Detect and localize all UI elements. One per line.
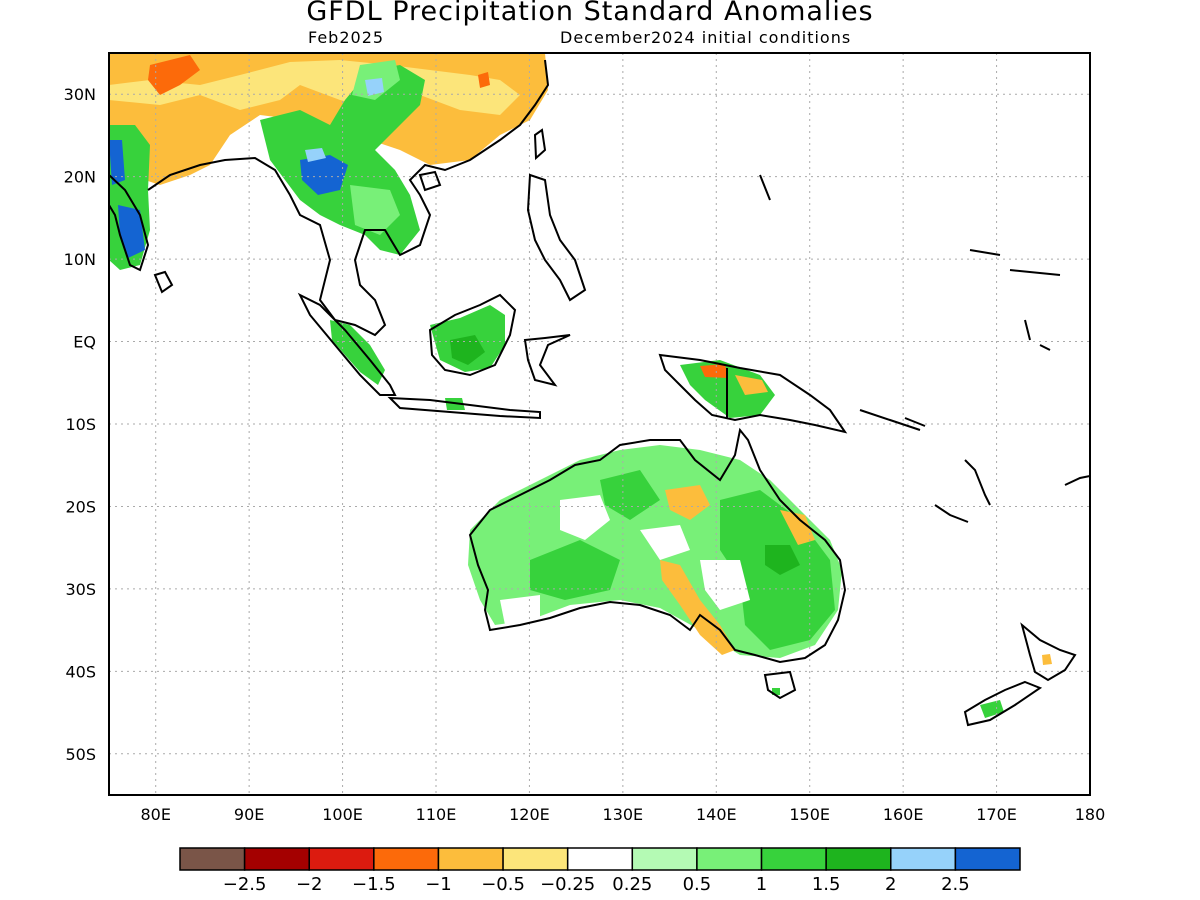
colorbar-swatch: [890, 847, 957, 871]
colorbar-swatch: [502, 847, 569, 871]
lat-label: 30S: [65, 580, 96, 599]
colorbar-label: 1: [756, 874, 767, 895]
lon-label: 90E: [234, 805, 264, 824]
colorbar-swatch: [825, 847, 892, 871]
coast-srilanka: [153, 270, 174, 294]
lat-label: 10N: [64, 250, 96, 269]
coast-java: [387, 396, 541, 420]
colorbar-swatch: [631, 847, 698, 871]
coast-micronesia: [759, 174, 1061, 351]
coast-solomon: [859, 409, 926, 431]
region-australia-dark: [765, 545, 800, 575]
colorbar-swatch: [696, 847, 763, 871]
colorbar-swatch: [373, 847, 440, 871]
colorbar-swatch: [760, 847, 827, 871]
colorbar-label: 2.5: [941, 874, 970, 895]
colorbar-label: 0.25: [612, 874, 652, 895]
colorbar-swatch: [954, 847, 1021, 871]
anomaly-field: [109, 53, 1052, 718]
valid-month: Feb2025: [308, 28, 385, 47]
colorbar-label: −0.5: [481, 874, 525, 895]
region-borneo-dark: [450, 335, 485, 365]
colorbar: −2.5 −2 −1.5 −1 −0.5 −0.25 0.25 0.5 1 1.5 2 2.5: [179, 847, 1021, 895]
region-sumatra-green: [330, 320, 385, 385]
region-seasia-light: [350, 60, 400, 235]
coast-sulawesi: [523, 334, 571, 387]
lon-label: 140E: [696, 805, 737, 824]
region-nz-green: [980, 700, 1004, 718]
coast-sumatra: [297, 292, 397, 396]
region-himalaya-orange: [148, 55, 200, 95]
latitude-labels: 30N 20N 10N EQ 10S 20S 30S 40S 50S: [64, 85, 96, 764]
lon-label: 170E: [976, 805, 1017, 824]
lat-label: 50S: [65, 745, 96, 764]
lat-label: 20N: [64, 168, 96, 187]
colorbar-label: −2: [296, 874, 323, 895]
coast-nz-south: [963, 680, 1043, 727]
lon-label: 120E: [509, 805, 550, 824]
lon-label: 80E: [140, 805, 170, 824]
init-conditions: December2024 initial conditions: [560, 28, 852, 47]
coastlines: [109, 59, 1090, 727]
coast-borneo: [428, 293, 517, 377]
region-india-blue: [109, 140, 145, 258]
lon-label: 180: [1075, 805, 1106, 824]
coast-nz-north: [1020, 622, 1077, 682]
region-png-yellow: [735, 375, 768, 395]
grid-lines: [109, 53, 1090, 795]
coast-bay-bengal: [147, 59, 550, 337]
lon-label: 150E: [789, 805, 830, 824]
lat-label: EQ: [73, 333, 96, 352]
coast-india: [109, 174, 150, 272]
coast-philippines: [526, 173, 587, 302]
coast-australia: [468, 427, 847, 664]
colorbar-swatch: [179, 847, 246, 871]
colorbar-swatch: [308, 847, 375, 871]
region-australia-white: [500, 495, 750, 625]
region-png-orange: [700, 364, 728, 378]
region-nz-orange: [1042, 654, 1052, 665]
colorbar-label: −0.25: [540, 874, 595, 895]
coast-hainan: [418, 170, 442, 192]
colorbar-label: 2: [885, 874, 896, 895]
longitude-labels: 80E 90E 100E 110E 120E 130E 140E 150E 160E 170E 18…: [140, 805, 1105, 824]
colorbar-label: −1.5: [352, 874, 396, 895]
region-china-orange: [478, 72, 490, 88]
region-australia-dry: [660, 485, 815, 655]
coast-vanuatu: [964, 459, 991, 506]
colorbar-label: 0.5: [683, 874, 712, 895]
plot-frame: [108, 52, 1091, 796]
lon-label: 100E: [322, 805, 363, 824]
region-myanmar-blue: [300, 155, 348, 195]
coast-newcaledonia: [934, 504, 969, 523]
lon-label: 160E: [883, 805, 924, 824]
colorbar-swatch: [243, 847, 310, 871]
colorbar-swatch: [437, 847, 504, 871]
region-tibet-light: [109, 60, 520, 115]
colorbar-label: 1.5: [812, 874, 841, 895]
region-myanmar-lightblue: [305, 78, 384, 162]
lat-label: 40S: [65, 662, 96, 681]
coast-fiji: [1064, 475, 1090, 486]
colorbar-label: −2.5: [223, 874, 267, 895]
lat-label: 10S: [65, 415, 96, 434]
lat-label: 20S: [65, 497, 96, 516]
coast-newguinea: [658, 353, 848, 434]
coast-taiwan: [533, 128, 547, 161]
coast-tasmania: [763, 670, 797, 700]
lat-label: 30N: [64, 85, 96, 104]
colorbar-swatch: [566, 847, 634, 871]
chart-title: GFDL Precipitation Standard Anomalies: [306, 0, 874, 27]
colorbar-label: −1: [425, 874, 452, 895]
lon-label: 110E: [416, 805, 457, 824]
lon-label: 130E: [603, 805, 644, 824]
region-australia-green: [530, 470, 835, 650]
